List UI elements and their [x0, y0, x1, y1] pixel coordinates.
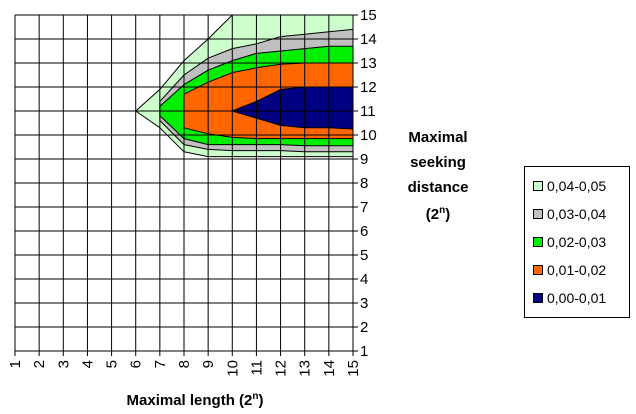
x-tick-label: 8: [176, 360, 193, 368]
y-tick-label: 3: [360, 295, 368, 312]
y-tick-label: 13: [360, 55, 377, 72]
y-tick-label: 1: [360, 343, 368, 360]
legend-item: 0,03-0,04: [533, 205, 606, 223]
y-tick-label: 2: [360, 319, 368, 336]
legend: 0,04-0,05 0,03-0,04 0,02-0,03 0,01-0,02 0,00…: [524, 166, 630, 318]
legend-swatch: [533, 237, 543, 247]
x-tick-label: 9: [200, 360, 217, 368]
legend-swatch: [533, 181, 543, 191]
legend-item: 0,04-0,05: [533, 177, 606, 195]
grid: [14, 14, 358, 356]
x-tick-label: 14: [321, 360, 338, 377]
y-tick-label: 6: [360, 223, 368, 240]
x-tick-label: 12: [273, 360, 290, 377]
legend-label: 0,04-0,05: [547, 178, 607, 194]
y-tick-label: 9: [360, 151, 368, 168]
x-tick-label: 1: [7, 360, 24, 368]
legend-swatch: [533, 293, 543, 303]
legend-item: 0,02-0,03: [533, 233, 606, 251]
y-tick-label: 10: [360, 127, 377, 144]
legend-label: 0,00-0,01: [547, 290, 607, 306]
y-tick-label: 7: [360, 199, 368, 216]
x-tick-label: 11: [248, 360, 265, 376]
x-tick-label: 15: [345, 360, 362, 377]
legend-swatch: [533, 209, 543, 219]
x-axis-title: Maximal length (2n): [127, 391, 264, 409]
legend-item: 0,00-0,01: [533, 289, 606, 307]
y-tick-label: 12: [360, 79, 377, 96]
legend-label: 0,01-0,02: [547, 262, 607, 278]
y-axis-title-unit: (2n): [426, 205, 450, 223]
y-axis-title-line-2: seeking: [410, 154, 466, 171]
x-tick-label: 7: [152, 360, 169, 368]
y-tick-label: 8: [360, 175, 368, 192]
y-tick-label: 15: [360, 7, 377, 24]
y-axis-title-line-3: distance: [408, 179, 469, 196]
x-tick-label: 5: [104, 360, 121, 368]
legend-item: 0,01-0,02: [533, 261, 606, 279]
legend-swatch: [533, 265, 543, 275]
x-tick-label: 3: [55, 360, 72, 368]
legend-label: 0,02-0,03: [547, 234, 607, 250]
y-tick-label: 4: [360, 271, 368, 288]
x-tick-label: 4: [79, 360, 96, 368]
x-tick-label: 13: [297, 360, 314, 377]
legend-label: 0,03-0,04: [547, 206, 607, 222]
y-tick-label: 14: [360, 31, 377, 48]
y-tick-label: 11: [360, 103, 376, 120]
y-axis-title-line-1: Maximal: [408, 129, 467, 146]
x-tick-labels: 1 2 3 4 5 6 7 8 9 10 11 12 13 14 15: [7, 360, 362, 377]
y-tick-label: 5: [360, 247, 368, 264]
x-tick-label: 10: [224, 360, 241, 377]
x-tick-label: 6: [128, 360, 145, 368]
x-tick-label: 2: [31, 360, 48, 368]
